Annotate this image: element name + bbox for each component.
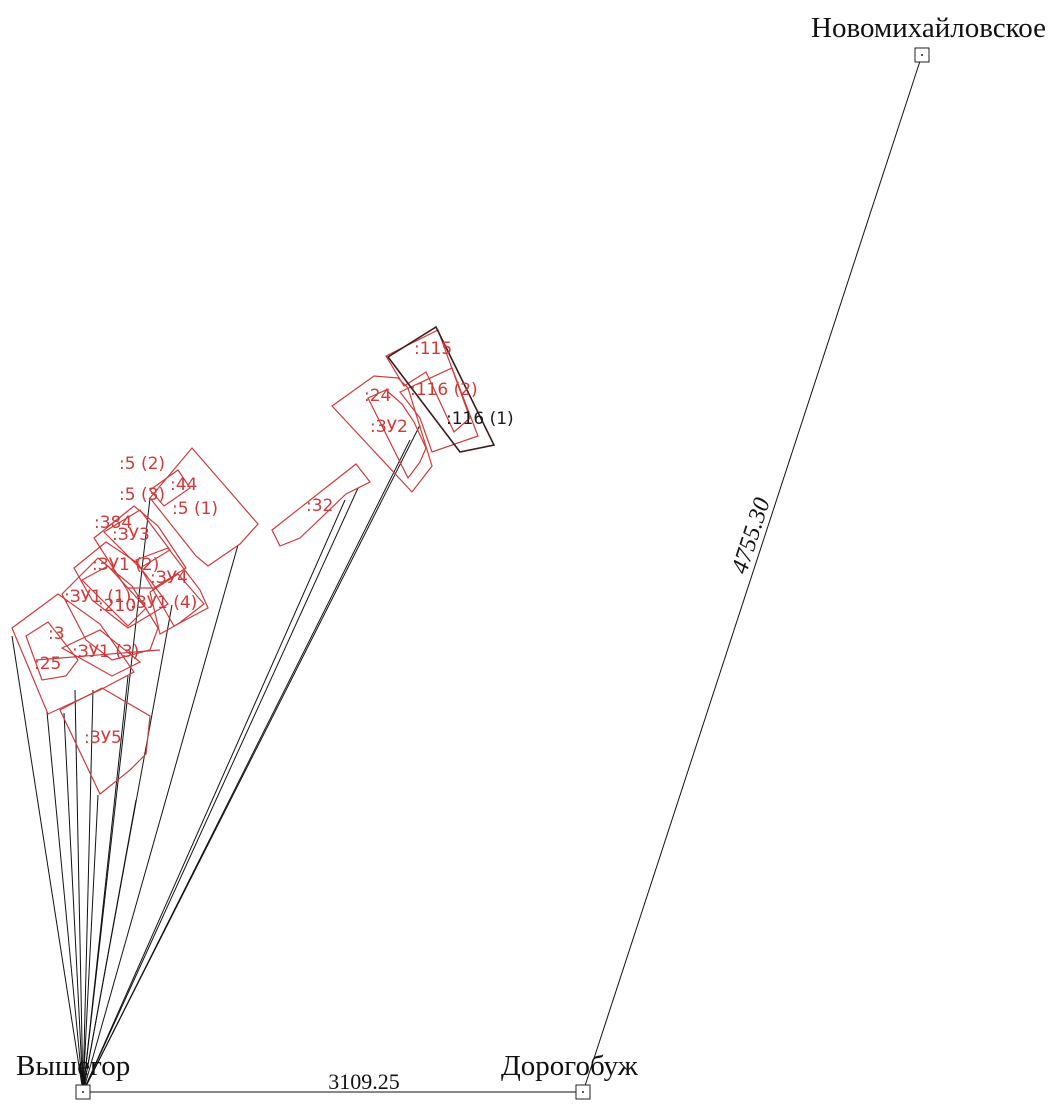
parcel-outline-116-2 — [399, 367, 479, 453]
parcel-label: :5 (1) — [172, 499, 218, 519]
point-label-vyshegor: Вышегор — [16, 1050, 130, 1082]
parcel-label: :ЗУ1 (4) — [130, 593, 197, 613]
parcel-label: :ЗУ1 (3) — [72, 642, 139, 662]
direction-rays — [11, 424, 421, 1093]
parcel-label: :ЗУ4 — [150, 568, 188, 588]
parcel-outline-25 — [25, 621, 79, 681]
parcel-label: :5 (3) — [119, 485, 165, 505]
ray — [63, 712, 84, 1093]
parcel-label: :ЗУ3 — [112, 525, 150, 545]
parcel-outline-zu1-3 — [60, 629, 142, 677]
ray — [11, 635, 84, 1093]
parcel-label: :ЗУ1 (1) — [64, 587, 131, 607]
parcel-outline-zu1-1 — [61, 557, 159, 661]
parcel-label: :44 — [170, 475, 197, 495]
ray — [82, 424, 421, 1093]
parcel-outline-zu2 — [367, 389, 427, 480]
parcel-outline-116-1 — [386, 325, 496, 453]
parcel-outline-zu1-2 — [73, 541, 169, 629]
parcel-label: :115 — [414, 339, 452, 359]
point-novomikhaylovskoe-marker — [914, 47, 930, 63]
parcel-outline-24 — [331, 375, 433, 493]
parcel-outline-384 — [93, 505, 187, 589]
parcel-label: :ЗУ2 — [370, 417, 408, 437]
distance-label-base: 3109.25 — [328, 1069, 400, 1094]
parcel-label: :3 — [48, 624, 65, 644]
parcel-label: :32 — [306, 496, 333, 516]
ray — [46, 711, 84, 1093]
ray — [82, 544, 239, 1093]
parcel-label: :210 — [98, 596, 136, 616]
parcel-label: :ЗУ5 — [84, 728, 122, 748]
ray — [74, 689, 84, 1093]
point-dorogobuzh-marker — [575, 1084, 591, 1100]
parcel-outline-zu5 — [59, 687, 151, 795]
point-label-novomikhaylovskoe: Новомихайловское — [811, 12, 1046, 44]
ray — [82, 689, 94, 1093]
parcel-outline-3 — [11, 593, 135, 715]
parcel-outline-5-2 — [149, 469, 191, 507]
ray — [82, 604, 173, 1093]
parcel-outline-zu4 — [135, 547, 209, 627]
parcel-division-line — [35, 649, 161, 661]
parcel-outline-zu1-4 — [149, 573, 205, 635]
parcel-label: :5 (2) — [119, 454, 165, 474]
parcel-outline-32 — [271, 463, 371, 547]
parcel-outlines — [11, 325, 496, 795]
parcel-labels: :115 :116 (2) :116 (1) :24 :ЗУ2 :32 :5 (… — [34, 339, 514, 748]
baseline-dorogobuzh-novomikhaylovskoe — [582, 54, 923, 1093]
parcel-outline-210 — [81, 565, 147, 627]
ray — [82, 499, 346, 1093]
point-label-dorogobuzh: Дорогобуж — [501, 1050, 639, 1082]
point-vyshegor-marker — [75, 1084, 91, 1100]
parcel-label: :24 — [364, 386, 391, 406]
parcel-label: :116 (1) — [446, 409, 514, 429]
parcel-outline-5-1 — [149, 447, 259, 567]
distance-label-north: 4755.30 — [727, 495, 776, 577]
ray — [82, 487, 359, 1093]
parcel-label: :25 — [34, 654, 61, 674]
parcel-label: :116 (2) — [410, 380, 478, 400]
parcel-label: :384 — [94, 513, 132, 533]
parcel-label: :ЗУ1 (2) — [92, 555, 159, 575]
ray — [82, 794, 99, 1093]
